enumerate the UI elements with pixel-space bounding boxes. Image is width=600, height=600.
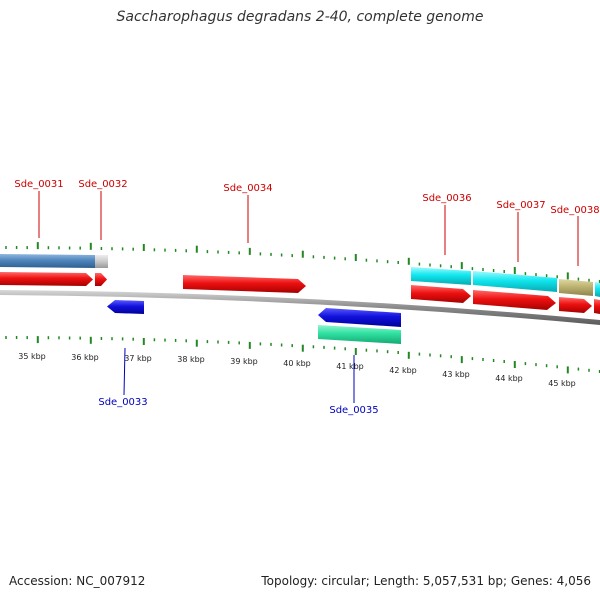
accession-text: Accession: NC_007912 — [9, 574, 146, 588]
scale-label: 40 kbp — [283, 359, 311, 368]
scale-labels: 35 kbp 36 kbp 37 kbp 38 kbp 39 kbp 40 kb… — [18, 352, 576, 388]
gene-label: Sde_0033 — [98, 397, 147, 408]
forward-gene-arrow — [594, 299, 600, 314]
gene-label: Sde_0038 — [550, 205, 599, 216]
lower-tick-track — [5, 336, 600, 374]
gene-label: Sde_0036 — [422, 193, 471, 204]
reverse-gene-arrow — [107, 300, 144, 314]
scale-label: 38 kbp — [177, 355, 205, 364]
forward-gene-arrow — [95, 273, 107, 286]
cds-bar-gray — [95, 255, 108, 268]
genome-backbone — [0, 290, 600, 325]
cds-bar-cyan — [473, 271, 557, 292]
gene-label: Sde_0034 — [223, 183, 272, 194]
forward-gene-arrow — [0, 272, 93, 286]
cds-bar-steelblue — [0, 254, 95, 268]
scale-label: 35 kbp — [18, 352, 46, 361]
upper-tick-track — [5, 242, 600, 283]
reverse-gene-arrow — [318, 308, 401, 327]
forward-gene-track — [0, 272, 600, 314]
forward-gene-arrow — [559, 297, 592, 313]
upper-cds-track — [0, 254, 600, 297]
reverse-gene-track — [107, 300, 401, 344]
forward-gene-arrow — [183, 275, 306, 293]
gene-label: Sde_0031 — [14, 179, 63, 190]
scale-label: 39 kbp — [230, 357, 258, 366]
cds-bar-olive — [559, 279, 593, 296]
cds-bar-cyan — [411, 267, 471, 285]
leader-line — [123, 347, 126, 396]
scale-label: 41 kbp — [336, 362, 364, 371]
gene-label: Sde_0032 — [78, 179, 127, 190]
cds-bar-cyan — [595, 282, 600, 297]
gene-labels: Sde_0031 Sde_0032 Sde_0034 Sde_0036 Sde_… — [14, 179, 599, 416]
scale-label: 43 kbp — [442, 370, 470, 379]
gene-label: Sde_0035 — [329, 405, 378, 416]
scale-label: 42 kbp — [389, 366, 417, 375]
topology-text: Topology: circular; Length: 5,057,531 bp… — [261, 574, 591, 588]
gene-label: Sde_0037 — [496, 200, 545, 211]
cds-bar-teal-green — [318, 325, 401, 344]
forward-gene-arrow — [473, 290, 556, 310]
scale-label: 45 kbp — [548, 379, 576, 388]
scale-label: 36 kbp — [71, 353, 99, 362]
scale-label: 37 kbp — [124, 354, 152, 363]
map-title: Saccharophagus degradans 2-40, complete … — [116, 9, 484, 25]
label-leaders — [38, 191, 579, 403]
forward-gene-arrow — [411, 285, 471, 303]
scale-label: 44 kbp — [495, 374, 523, 383]
